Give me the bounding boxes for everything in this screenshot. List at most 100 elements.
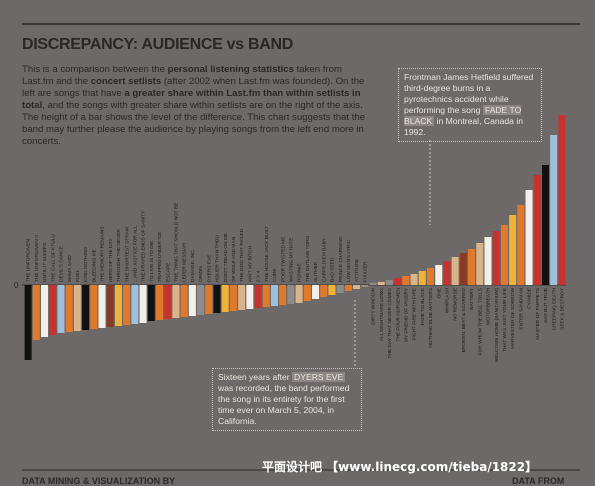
x-tick-label: LEPER MESSIAH xyxy=(182,243,188,282)
bar xyxy=(443,261,451,285)
x-tick-label: THE HOUSE JACK BUILT xyxy=(264,226,270,282)
bar xyxy=(164,285,172,319)
bar xyxy=(24,285,32,360)
bar xyxy=(410,274,418,285)
bar xyxy=(541,165,549,285)
bar xyxy=(262,285,270,307)
x-tick-label: BROKEN, BEAT & SCARRED xyxy=(461,287,467,352)
x-tick-label: BLEEDING ME xyxy=(91,249,97,282)
bar xyxy=(459,253,467,285)
watermark: 平面设计吧 【www.linecg.com/tieba/1822】 xyxy=(262,460,538,474)
intro-text: This is a comparison between the xyxy=(22,64,168,75)
bar xyxy=(550,135,558,285)
x-tick-label: SAD BUT TRUE xyxy=(543,288,549,323)
x-tick-label: MY FRIEND OF MISERY xyxy=(403,287,409,342)
bar xyxy=(525,190,533,285)
bar xyxy=(221,285,229,312)
x-tick-label: PRINCE CHARMING xyxy=(338,236,344,282)
x-tick-label: THAT WAS JUST YOUR LIFE xyxy=(502,288,508,352)
note-text: was recorded, the band performed the son… xyxy=(218,383,350,426)
bar xyxy=(484,237,492,285)
x-tick-label: THE DAY THAT NEVER COMES xyxy=(387,288,393,358)
bar xyxy=(188,285,196,316)
bar xyxy=(139,285,147,323)
bar xyxy=(49,285,57,335)
x-tick-label: THE THING THAT SHOULD NOT BE xyxy=(174,202,180,282)
x-tick-label: WASTING MY HATE xyxy=(288,238,294,282)
bar xyxy=(180,285,188,317)
x-tick-label: 2 X 4 xyxy=(256,270,262,282)
x-tick-label: NOTHING ELSE MATTERS xyxy=(428,288,434,348)
x-tick-label: ATTITUDE xyxy=(354,259,360,282)
bar xyxy=(197,285,205,315)
bar xyxy=(238,285,246,310)
x-tick-label: FUEL xyxy=(75,269,81,282)
y-tick-label: 0 xyxy=(14,281,19,290)
x-tick-label: DEVIL'S DANCE xyxy=(59,246,65,282)
bar xyxy=(90,285,98,329)
footer-left: DATA MINING & VISUALIZATION BY xyxy=(22,476,176,486)
bar xyxy=(468,249,476,285)
bar xyxy=(402,276,410,285)
x-tick-label: THE SHORTEST STRAW xyxy=(124,226,130,282)
x-tick-label: LOW MAN'S LYRIC xyxy=(346,239,352,282)
bar xyxy=(476,243,484,285)
x-tick-label: CURE xyxy=(272,268,278,282)
x-tick-label: FOR WHOM THE BELL TOLLS xyxy=(477,288,483,355)
bar xyxy=(336,285,344,293)
footer-right: DATA FROM xyxy=(512,476,565,486)
bar xyxy=(57,285,65,333)
bar xyxy=(418,271,426,285)
x-tick-label: AIN'T MY BITCH xyxy=(247,246,253,282)
x-tick-label: ORION xyxy=(198,266,204,282)
bar xyxy=(328,285,336,295)
x-tick-label: CARPE DIEM BABY xyxy=(321,237,327,282)
title: DISCREPANCY: AUDIENCE vs BAND xyxy=(22,36,294,53)
x-tick-label: THROUGH THE NEVER xyxy=(116,229,122,282)
x-tick-label: ENTER SANDMAN xyxy=(518,287,524,329)
bar xyxy=(303,285,311,301)
x-tick-label: TRAPPED UNDER ICE xyxy=(157,232,163,282)
x-tick-label: CREEPING DEATH xyxy=(551,287,557,330)
x-tick-label: CYANIDE xyxy=(527,288,533,309)
x-tick-label: TO LIVE IS TO DIE xyxy=(149,241,155,282)
x-tick-label: THE FRAYED ENDS OF SANITY xyxy=(141,210,147,282)
bar xyxy=(65,285,73,332)
bar xyxy=(114,285,122,326)
x-tick-label: DIRTY WINDOW xyxy=(371,288,377,325)
bar xyxy=(131,285,139,324)
intro-text: taken from Last.fm and the xyxy=(22,64,342,87)
x-tick-label: HOLIER THAN THOU xyxy=(215,234,221,282)
x-tick-label: THE UNFORGIVEN xyxy=(26,239,32,282)
note-text: in Montreal, Canada in 1992. xyxy=(404,116,524,137)
annotation: Sixteen years after DYERS EVE was record… xyxy=(212,368,362,431)
bar xyxy=(344,285,352,291)
x-tick-label: MAMA SAID xyxy=(67,255,73,282)
annotation: Frontman James Hetfield suffered third-d… xyxy=(398,68,542,142)
x-tick-label: THE MEMORY REMAINS xyxy=(100,226,106,282)
x-tick-label: NO REMORSE xyxy=(453,288,459,321)
bar xyxy=(517,205,525,285)
bar xyxy=(435,265,443,285)
bar xyxy=(353,285,361,289)
bar xyxy=(147,285,155,321)
bar xyxy=(246,285,254,309)
x-tick-label: RONNIE xyxy=(297,263,303,282)
bar xyxy=(558,115,566,285)
bar xyxy=(155,285,164,320)
note-text: Sixteen years after xyxy=(218,372,293,382)
intro-bold: personal listening statistics xyxy=(167,64,294,75)
intro-text: (after 2002 when Last.fm was founded). O… xyxy=(22,76,365,99)
x-tick-label: HERO OF THE DAY xyxy=(108,238,114,282)
x-tick-label: FIGHT FIRE WITH FIRE xyxy=(412,288,418,340)
bar xyxy=(426,268,435,285)
bar xyxy=(394,278,402,285)
x-tick-label: ...AND JUSTICE FOR ALL xyxy=(132,225,138,282)
x-tick-label: POOR TWISTED ME xyxy=(280,237,286,282)
bar xyxy=(385,280,393,285)
x-tick-label: ESCAPE xyxy=(165,263,171,282)
bar xyxy=(312,285,320,299)
x-tick-label: SLITHER xyxy=(313,261,319,282)
bar xyxy=(533,175,541,285)
